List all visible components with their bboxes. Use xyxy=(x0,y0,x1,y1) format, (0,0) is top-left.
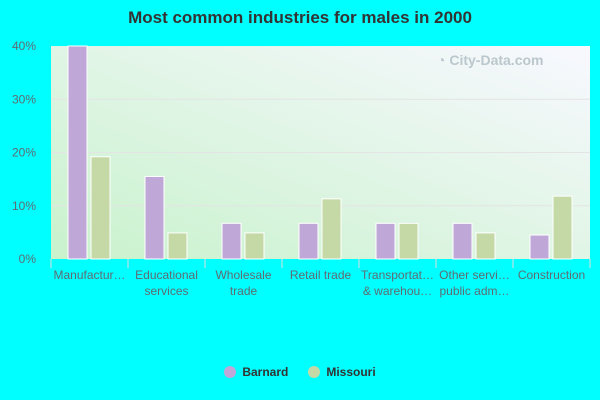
legend-swatch xyxy=(224,366,237,378)
bar-barnard xyxy=(452,222,473,260)
bar-barnard xyxy=(144,175,165,260)
x-category-label: Manufactur… xyxy=(53,268,125,282)
bar-missouri xyxy=(244,232,265,260)
x-category-label: Construction xyxy=(518,268,585,282)
bar-barnard xyxy=(375,222,396,260)
x-category-label: Wholesale xyxy=(215,268,271,282)
bar-barnard xyxy=(298,222,319,260)
legend-swatch xyxy=(308,366,321,378)
x-category-label: Other servi… xyxy=(439,268,510,282)
x-category-label: Transportat… xyxy=(361,268,434,282)
x-category-label: trade xyxy=(230,284,258,298)
x-category-label: & warehou… xyxy=(363,284,432,298)
bar-barnard xyxy=(529,234,550,260)
x-category-label: services xyxy=(144,284,188,298)
legend-item: Barnard xyxy=(224,365,288,379)
chart-title: Most common industries for males in 2000 xyxy=(128,8,472,27)
bar-missouri xyxy=(321,198,342,260)
bar-barnard xyxy=(67,45,88,260)
bar-missouri xyxy=(398,222,419,260)
bar-missouri xyxy=(90,156,111,260)
y-tick-label: 0% xyxy=(19,252,37,266)
bar-missouri xyxy=(552,195,573,260)
x-category-label: public adm… xyxy=(439,284,509,298)
legend-label: Barnard xyxy=(242,365,289,379)
legend-item: Missouri xyxy=(308,365,376,379)
x-category-label: Educational xyxy=(135,268,198,282)
legend: Barnard Missouri xyxy=(0,365,600,381)
y-tick-label: 30% xyxy=(12,92,36,106)
legend-label: Missouri xyxy=(326,365,376,379)
bar-missouri xyxy=(167,232,188,260)
y-tick-label: 20% xyxy=(12,146,36,160)
x-category-label: Retail trade xyxy=(290,268,352,282)
watermark-logo: ◔ City-Data.com xyxy=(437,52,544,68)
y-tick-label: 10% xyxy=(12,199,36,213)
bar-barnard xyxy=(221,222,242,260)
bar-missouri xyxy=(475,232,496,260)
y-tick-label: 40% xyxy=(12,39,36,53)
